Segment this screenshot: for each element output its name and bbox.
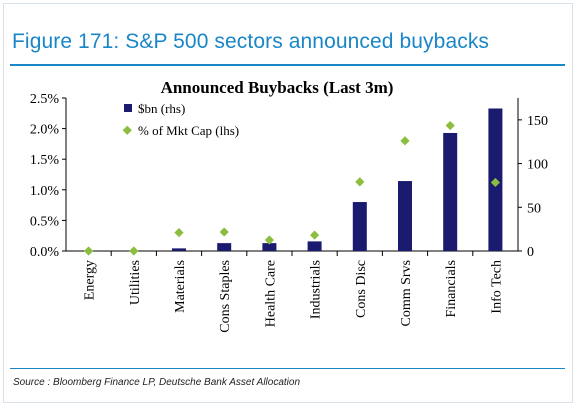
x-tick-label: Cons Staples: [218, 260, 233, 333]
y-right-tick-label: 0: [527, 245, 534, 260]
y-left-tick-label: 0.5%: [30, 214, 60, 229]
chart-title: Announced Buybacks (Last 3m): [161, 78, 394, 97]
bar: [262, 243, 277, 251]
x-tick-label: Info Tech: [489, 260, 504, 314]
marker-point: [490, 177, 500, 188]
legend-bar-swatch: [124, 104, 132, 112]
x-tick-label: Health Care: [263, 260, 278, 327]
y-right-tick-label: 50: [527, 201, 541, 216]
x-tick-label: Financials: [444, 260, 459, 318]
legend-bar-label: $bn (rhs): [138, 101, 185, 116]
x-tick-label: Cons Disc: [354, 260, 369, 318]
y-left-tick-label: 1.0%: [30, 184, 60, 199]
marker-point: [219, 227, 229, 237]
y-left-tick-label: 2.5%: [30, 92, 60, 107]
bar: [172, 248, 186, 251]
marker-point: [400, 136, 410, 146]
x-tick-label: Energy: [83, 260, 98, 300]
y-right-tick-label: 150: [527, 114, 548, 129]
y-left-tick-label: 2.0%: [30, 123, 60, 138]
marker-point: [445, 120, 455, 131]
bar: [307, 241, 322, 251]
bar: [398, 181, 412, 251]
source-rule: [10, 368, 565, 369]
bar: [443, 132, 458, 251]
marker-point: [174, 228, 184, 238]
x-tick-label: Materials: [173, 260, 188, 313]
y-right-tick-label: 100: [527, 158, 548, 173]
legend-marker-swatch: [122, 125, 132, 135]
y-left-tick-label: 1.5%: [30, 153, 60, 168]
figure-title: Figure 171: S&P 500 sectors announced bu…: [12, 30, 490, 53]
source-note: Source : Bloomberg Finance LP, Deutsche …: [13, 377, 301, 388]
legend: $bn (rhs) % of Mkt Cap (lhs): [122, 101, 239, 138]
bar: [352, 202, 367, 251]
x-tick-label: Comm Srvs: [399, 260, 414, 327]
marker-point: [310, 230, 320, 240]
y-left-tick-label: 0.0%: [30, 245, 60, 260]
marker-point: [355, 177, 365, 187]
x-tick-label: Utilities: [128, 260, 143, 305]
bar: [217, 243, 232, 251]
marker-point: [129, 246, 139, 256]
plot-area: 0.0% 0.5% 1.0% 1.5% 2.0% 2.5% 0 50 100 150 Energy U…: [30, 92, 548, 333]
legend-marker-label: % of Mkt Cap (lhs): [138, 123, 239, 138]
x-tick-label: Industrials: [309, 260, 324, 319]
title-rule: [10, 64, 565, 66]
figure-frame: [3, 3, 573, 403]
marker-point: [84, 246, 94, 256]
marker-point: [264, 235, 274, 245]
